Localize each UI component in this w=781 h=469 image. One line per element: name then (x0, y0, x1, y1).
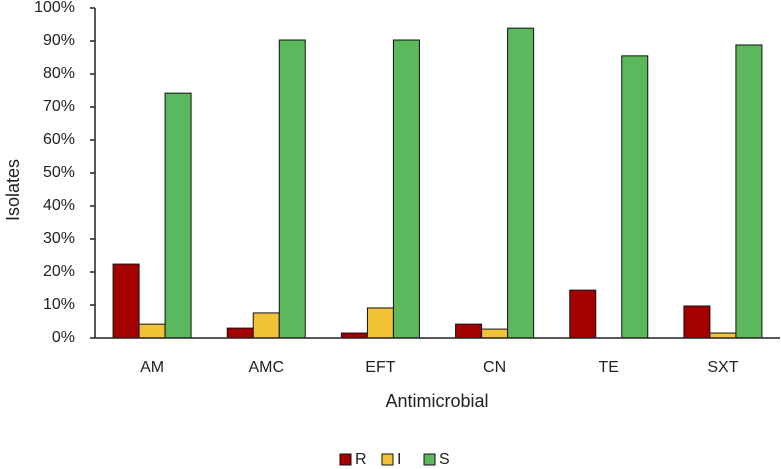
y-tick-label: 0% (52, 329, 75, 346)
x-tick-label: AMC (248, 359, 284, 376)
bar (481, 328, 509, 339)
x-tick-label: AM (140, 359, 164, 376)
bar (138, 323, 166, 339)
bar (569, 289, 597, 339)
legend-swatch (423, 453, 436, 466)
legend-label: S (439, 451, 450, 468)
y-axis-title: Isolates (3, 159, 23, 221)
legend-label: R (355, 451, 367, 468)
bar (507, 27, 535, 339)
y-tick-label: 20% (43, 263, 75, 280)
y-tick-label: 80% (43, 65, 75, 82)
legend-swatch (381, 453, 394, 466)
y-tick-label: 40% (43, 197, 75, 214)
bar (252, 312, 280, 339)
y-tick-label: 60% (43, 131, 75, 148)
y-tick-label: 100% (34, 0, 75, 16)
x-tick-label: CN (483, 359, 506, 376)
x-tick-label: SXT (707, 359, 738, 376)
bar (392, 39, 420, 339)
x-tick-label: TE (599, 359, 619, 376)
y-tick-label: 70% (43, 98, 75, 115)
bar (164, 92, 192, 339)
y-tick-label: 10% (43, 296, 75, 313)
bar (455, 323, 483, 339)
bar (226, 327, 254, 339)
y-tick-label: 50% (43, 164, 75, 181)
legend-swatch (339, 453, 352, 466)
legend-label: I (397, 451, 401, 468)
bar (278, 39, 306, 339)
bar (366, 307, 394, 339)
bar (735, 44, 763, 339)
x-tick-label: EFT (365, 359, 395, 376)
bar (621, 55, 649, 339)
y-tick-label: 90% (43, 32, 75, 49)
x-axis-title: Antimicrobial (385, 391, 488, 411)
bar (112, 263, 140, 339)
bar (683, 305, 711, 339)
y-tick-label: 30% (43, 230, 75, 247)
